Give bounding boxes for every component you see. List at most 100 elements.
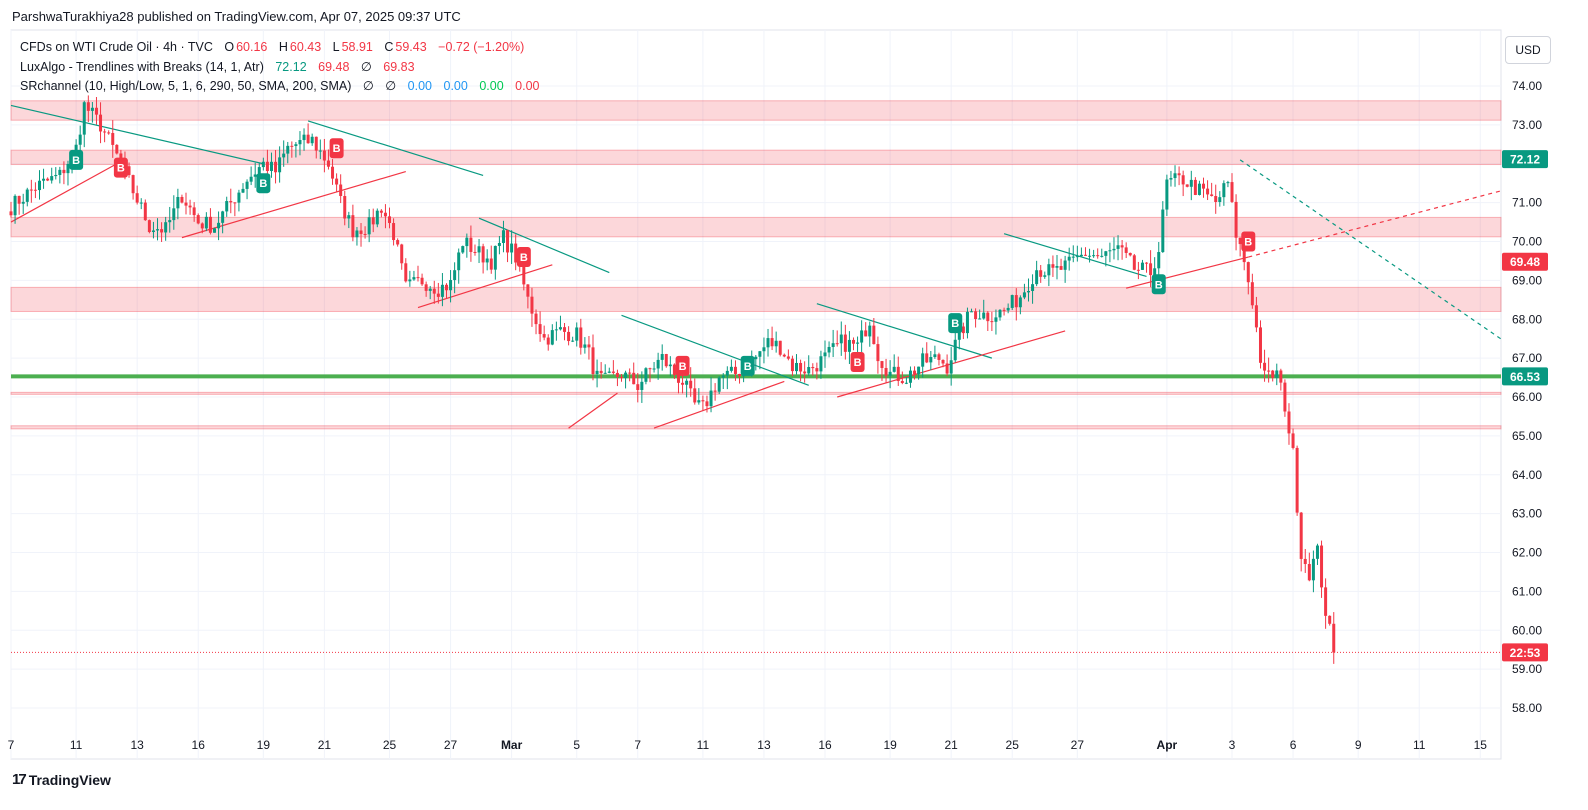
candle bbox=[501, 220, 505, 253]
candle bbox=[180, 194, 184, 204]
candle-body bbox=[298, 140, 302, 145]
candle bbox=[1075, 245, 1079, 262]
candle-body bbox=[50, 176, 54, 181]
candle-body bbox=[392, 223, 396, 241]
candle bbox=[432, 280, 436, 304]
candle-body bbox=[628, 372, 632, 374]
candle bbox=[253, 162, 257, 188]
candle-body bbox=[1218, 197, 1222, 202]
candle bbox=[127, 162, 131, 178]
candle bbox=[591, 334, 595, 381]
candle-body bbox=[615, 372, 619, 378]
candle bbox=[599, 362, 603, 379]
candle bbox=[1140, 259, 1144, 270]
candle bbox=[339, 174, 343, 204]
candle-body bbox=[1124, 247, 1128, 253]
candle bbox=[17, 195, 21, 215]
indicator2-name[interactable]: SRchannel (10, High/Low, 5, 1, 6, 290, 5… bbox=[20, 79, 352, 93]
break-signal-label: B bbox=[951, 318, 959, 330]
candle-body bbox=[436, 293, 440, 297]
legend-symbol[interactable]: CFDs on WTI Crude Oil · 4h · TVC bbox=[20, 40, 213, 54]
candle-body bbox=[681, 382, 685, 385]
candle bbox=[831, 329, 835, 358]
candle bbox=[290, 141, 294, 158]
candle bbox=[237, 189, 241, 212]
candle-body bbox=[1206, 188, 1210, 195]
candle bbox=[913, 366, 917, 380]
candle bbox=[790, 355, 794, 377]
candle-body bbox=[953, 339, 957, 361]
break-signal-down: B bbox=[675, 355, 690, 376]
candle-body bbox=[1165, 179, 1169, 210]
candle-body bbox=[835, 343, 839, 345]
break-signal-down: B bbox=[850, 352, 865, 373]
time-tick-label: 7 bbox=[634, 738, 641, 752]
candle bbox=[534, 309, 538, 335]
candle bbox=[778, 340, 782, 357]
candle-body bbox=[1210, 194, 1214, 197]
break-signal-up: B bbox=[948, 313, 963, 334]
candle bbox=[607, 367, 611, 374]
legend-high-label: H bbox=[278, 40, 288, 54]
candle bbox=[795, 354, 799, 375]
candle bbox=[1063, 255, 1067, 283]
legend-indicator1-row: LuxAlgo - Trendlines with Breaks (14, 1,… bbox=[20, 59, 417, 74]
candle-body bbox=[1250, 282, 1254, 306]
candle-body bbox=[1177, 173, 1181, 176]
price-tick-label: 65.00 bbox=[1512, 429, 1542, 443]
candle bbox=[107, 130, 111, 135]
candle bbox=[685, 378, 689, 398]
candle-body bbox=[103, 131, 107, 133]
time-tick-label: 21 bbox=[944, 738, 958, 752]
candle bbox=[94, 97, 98, 125]
chart-pane[interactable] bbox=[10, 29, 1502, 760]
candle bbox=[1185, 184, 1189, 188]
candle-body bbox=[1291, 433, 1295, 448]
candle-body bbox=[1189, 179, 1193, 187]
candle-body bbox=[1320, 545, 1324, 588]
price-tick-label: 69.00 bbox=[1512, 273, 1542, 287]
trendline bbox=[10, 163, 118, 223]
candle-body bbox=[965, 311, 969, 334]
candle-body bbox=[269, 161, 273, 172]
candle bbox=[1226, 180, 1230, 188]
candle-body bbox=[359, 230, 363, 234]
tradingview-logo-icon: 17 bbox=[12, 771, 27, 788]
candle bbox=[485, 249, 489, 271]
candle bbox=[424, 281, 428, 297]
candle-body bbox=[530, 296, 534, 314]
candle bbox=[1202, 177, 1206, 198]
candle-body bbox=[1234, 201, 1238, 238]
price-axis[interactable]: 58.00 59.00 60.00 61.00 62.00 63.00 64.00 65.00… bbox=[1512, 79, 1542, 715]
candle bbox=[86, 95, 90, 123]
candle bbox=[1022, 283, 1026, 300]
indicator1-name[interactable]: LuxAlgo - Trendlines with Breaks (14, 1,… bbox=[20, 60, 264, 74]
candle bbox=[615, 369, 619, 387]
candle-body bbox=[1088, 255, 1092, 257]
candle-body bbox=[99, 114, 103, 132]
candle-body bbox=[449, 280, 453, 291]
candle bbox=[896, 356, 900, 386]
candle bbox=[579, 318, 583, 355]
candle-body bbox=[1307, 564, 1311, 581]
currency-button[interactable]: USD bbox=[1505, 36, 1551, 64]
tradingview-logo[interactable]: 17 TradingView bbox=[12, 771, 111, 788]
legend-open-label: O bbox=[224, 40, 235, 54]
candle bbox=[526, 284, 530, 309]
trendline bbox=[417, 264, 553, 309]
candle-body bbox=[733, 366, 737, 374]
candle bbox=[819, 350, 823, 379]
time-axis[interactable]: 7 11 13 16 19 21 25 27 Mar 5 7 11 13 16 19 21 25 27 Apr 3 6 9… bbox=[8, 738, 1488, 752]
candle bbox=[375, 208, 379, 228]
candle-body bbox=[477, 246, 481, 253]
candle-body bbox=[994, 317, 998, 322]
candle bbox=[843, 324, 847, 360]
candle bbox=[1267, 357, 1271, 383]
candle-body bbox=[506, 230, 510, 253]
candle bbox=[497, 235, 501, 255]
candle-body bbox=[1100, 255, 1104, 257]
candle-body bbox=[265, 161, 269, 172]
candle-body bbox=[978, 318, 982, 320]
candle bbox=[1116, 235, 1120, 261]
